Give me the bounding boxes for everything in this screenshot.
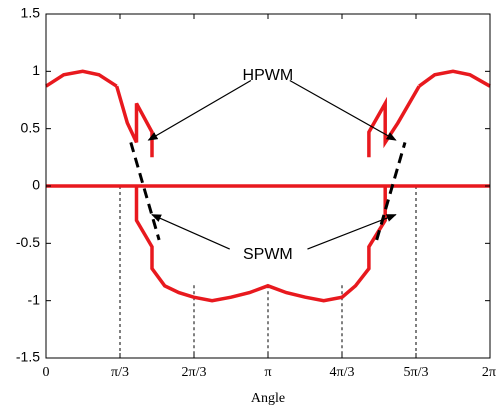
y-tick-label: 0 — [32, 177, 40, 193]
annotation-arrow-3 — [307, 214, 397, 250]
y-axis-ticks: -1.5 -1 -0.5 0 0.5 1 1.5 — [16, 5, 490, 365]
annotation-arrow-2 — [151, 214, 230, 250]
x-axis-ticks: 0 π/3 2π/3 π 4π/3 5π/3 2π — [43, 14, 496, 380]
y-tick-label: -0.5 — [16, 234, 40, 250]
x-tick-label: π/3 — [111, 365, 129, 380]
series-spwm-left — [129, 141, 161, 241]
x-tick-label: 0 — [43, 365, 50, 380]
y-tick-label: 1 — [32, 62, 40, 78]
x-axis-label: Angle — [251, 391, 285, 406]
series-layer — [45, 69, 491, 303]
series-hpwm-upper-right-pulse — [367, 85, 421, 158]
series-hpwm-upper-right — [418, 69, 491, 88]
y-tick-label: 0.5 — [21, 119, 41, 135]
x-tick-label: π — [264, 365, 271, 380]
x-tick-label: 5π/3 — [404, 365, 429, 380]
guide-lines — [119, 186, 417, 358]
series-spwm-right — [375, 141, 407, 241]
y-tick-label: -1.5 — [16, 349, 40, 365]
series-hpwm-lower-left — [134, 186, 387, 303]
y-tick-label: 1.5 — [21, 5, 41, 21]
x-tick-label: 2π/3 — [182, 365, 207, 380]
spwm-layer — [129, 141, 407, 241]
annotation-label-hpwm: HPWM — [243, 67, 294, 84]
annotation-label-spwm: SPWM — [243, 246, 293, 263]
annotation-arrow-0 — [147, 79, 252, 141]
x-tick-label: 2π — [482, 365, 496, 380]
annotations: HPWM SPWM — [243, 67, 294, 263]
x-tick-label: 4π/3 — [330, 365, 355, 380]
series-hpwm-upper-left — [45, 69, 118, 88]
y-tick-label: -1 — [28, 291, 41, 307]
annotation-arrows — [147, 79, 397, 250]
series-hpwm-upper-left-pulse — [115, 85, 154, 158]
annotation-arrow-1 — [289, 79, 397, 141]
